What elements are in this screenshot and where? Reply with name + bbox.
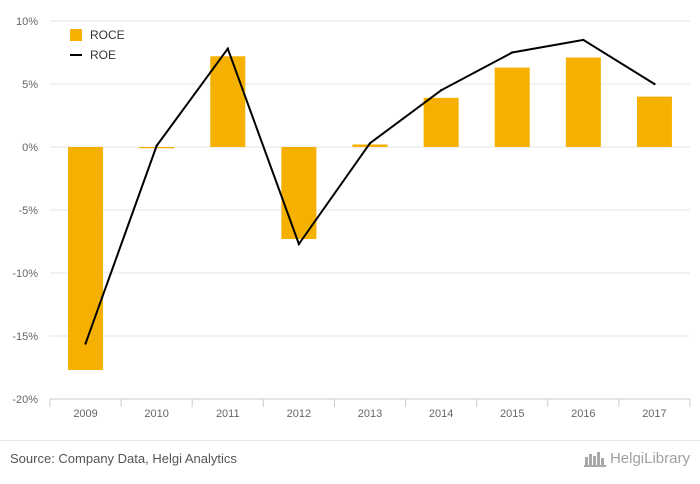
x-tick-label: 2014 (429, 408, 453, 420)
bar-roce (68, 147, 104, 371)
x-tick-label: 2015 (500, 408, 524, 420)
chart-svg: 10% 5% 0% -5% -10% -15% -20% 2009 2010 2011 2012 20… (12, 16, 691, 420)
chart: 10% 5% 0% -5% -10% -15% -20% 2009 2010 2011 2012 20… (12, 16, 691, 420)
legend-swatch-roce (70, 29, 82, 41)
point-roe (297, 242, 301, 246)
point-roe (653, 82, 656, 86)
x-tick-label: 2017 (642, 408, 666, 420)
y-tick-label: 5% (22, 79, 38, 91)
y-tick-label: -20% (12, 394, 38, 406)
x-tick-label: 2016 (571, 408, 595, 420)
footer: Source: Company Data, Helgi Analytics He… (0, 440, 700, 484)
point-roe (226, 47, 229, 50)
y-tick-label: -10% (12, 268, 38, 280)
bar-roce (494, 67, 530, 147)
x-tick-label: 2010 (144, 408, 168, 420)
y-tick-label: 0% (22, 142, 38, 154)
brand-logo: HelgiLibrary (583, 449, 690, 467)
source-note: Source: Company Data, Helgi Analytics (10, 451, 237, 466)
library-icon (583, 452, 606, 467)
bar-roce (565, 57, 601, 147)
bar-roce (352, 144, 388, 147)
y-tick-label: -15% (12, 331, 38, 343)
x-tick-label: 2009 (73, 408, 97, 420)
bar-roce (210, 56, 246, 147)
y-tick-label: 10% (16, 16, 38, 28)
point-roe (84, 342, 87, 345)
point-roe (368, 142, 372, 145)
x-tick-label: 2013 (358, 408, 382, 420)
legend-label-roce: ROCE (90, 28, 125, 42)
legend-label-roe: ROE (90, 48, 116, 62)
bar-roce (423, 97, 459, 147)
bar-roce (281, 147, 317, 239)
bar-roce (636, 96, 672, 147)
x-tick-label: 2012 (287, 408, 311, 420)
y-tick-label: -5% (18, 205, 38, 217)
x-tick-label: 2011 (216, 408, 240, 420)
point-roe (439, 89, 443, 92)
point-roe (511, 51, 514, 54)
brand-name: HelgiLibrary (609, 449, 690, 467)
point-roe (582, 38, 585, 42)
point-roe (155, 144, 158, 147)
